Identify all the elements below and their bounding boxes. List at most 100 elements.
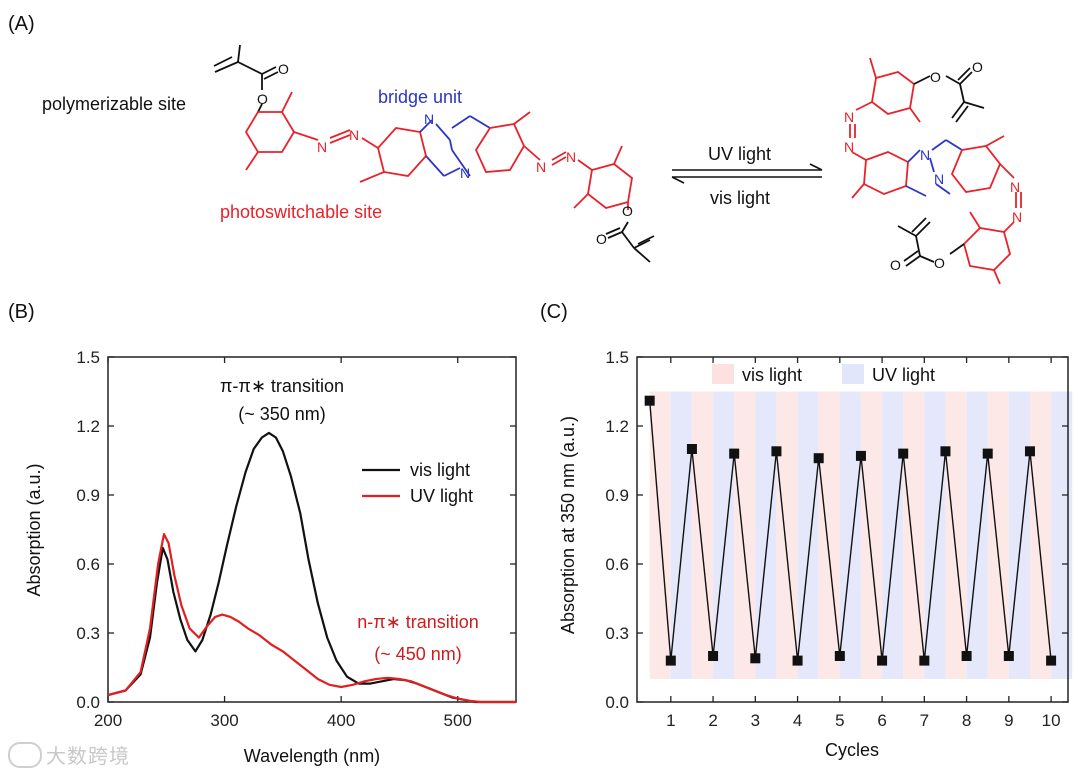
equilibrium-arrows <box>671 163 823 184</box>
atom-N-left-2: N <box>349 127 359 143</box>
atom-O-cis-bottom-ester: O <box>934 255 945 271</box>
data-point <box>792 655 803 666</box>
x-axis-title-b: Wavelength (nm) <box>244 746 380 766</box>
data-point <box>855 450 866 461</box>
panel-label-a: (A) <box>8 13 35 35</box>
data-point <box>940 446 951 457</box>
data-point <box>750 653 761 664</box>
atom-N-cis-3: N <box>1010 179 1020 195</box>
annotation-pi-pi-line2: (~ 350 nm) <box>238 404 326 424</box>
atom-N-right-1: N <box>536 159 546 175</box>
legend-swatch-uv-band <box>842 364 864 384</box>
label-photoswitchable-site: photoswitchable site <box>220 202 382 222</box>
legend-label-uv-band: UV light <box>872 365 935 385</box>
annotation-pi-pi-line1: π-π∗ transition <box>220 376 344 396</box>
band-uv <box>966 391 988 679</box>
x-tick-label: 6 <box>877 711 886 730</box>
data-point <box>919 655 930 666</box>
data-point <box>729 448 740 459</box>
watermark-logo-icon <box>8 741 42 768</box>
atom-N-left-1: N <box>317 139 327 155</box>
x-axis-c: 1 2 3 4 5 6 7 8 9 10 <box>666 357 1061 730</box>
x-axis-b: 200 300 400 500 <box>94 357 472 730</box>
y-tick-label: 0.3 <box>76 624 100 643</box>
atom-N-bridge-1: N <box>424 111 434 127</box>
chart-absorption-spectra: 0.0 0.3 0.6 0.9 1.2 1.5 200 300 400 500 Waveleng… <box>24 348 517 766</box>
series-group-c <box>644 395 1057 666</box>
y-tick-label: 0.9 <box>76 486 100 505</box>
data-point <box>771 446 782 457</box>
data-point <box>898 448 909 459</box>
legend-label-vis: vis light <box>410 460 470 480</box>
x-tick-label: 2 <box>708 711 717 730</box>
band-vis <box>818 391 840 679</box>
atom-O-left-carbonyl: O <box>278 61 289 77</box>
data-point <box>877 655 888 666</box>
series-line-absorption <box>649 400 1052 662</box>
band-vis <box>987 391 1009 679</box>
band-vis <box>945 391 967 679</box>
y-tick-label: 0.6 <box>76 555 100 574</box>
atom-O-cis-top-ester: O <box>930 69 941 85</box>
data-point <box>813 453 824 464</box>
legend-b: vis light UV light <box>362 460 473 506</box>
x-tick-label: 300 <box>210 711 238 730</box>
arrow-label-vis: vis light <box>710 188 770 208</box>
y-tick-label: 0.0 <box>76 693 100 712</box>
annotation-n-pi-line2: (~ 450 nm) <box>374 644 462 664</box>
atom-N-cis-4: N <box>1012 209 1022 225</box>
x-tick-label: 9 <box>1004 711 1013 730</box>
band-vis <box>691 391 714 679</box>
plot-frame-b <box>107 356 517 703</box>
atom-N-right-2: N <box>566 149 576 165</box>
data-point <box>961 651 972 661</box>
atom-O-right-ester: O <box>622 203 633 219</box>
atom-O-left-ester: O <box>257 91 268 107</box>
watermark: 大数跨境 <box>8 740 130 769</box>
data-point <box>1024 446 1035 457</box>
y-tick-label: 1.2 <box>605 417 629 436</box>
x-tick-label: 400 <box>327 711 355 730</box>
y-tick-label: 0.6 <box>605 555 629 574</box>
y-tick-label: 0.9 <box>605 486 629 505</box>
panel-label-b: (B) <box>8 301 35 323</box>
data-point <box>1046 655 1057 666</box>
y-axis-title-b: Absorption (a.u.) <box>24 463 44 596</box>
plot-frame-c <box>636 356 1069 703</box>
y-tick-label: 0.3 <box>605 624 629 643</box>
y-axis-b: 0.0 0.3 0.6 0.9 1.2 1.5 <box>76 348 516 712</box>
chart-cycling: 0.0 0.3 0.6 0.9 1.2 1.5 1 2 3 4 5 6 7 8 9 10 Cycles Ab… <box>558 348 1073 760</box>
label-polymerizable-site: polymerizable site <box>42 94 186 114</box>
legend-label-uv: UV light <box>410 486 473 506</box>
band-uv <box>1051 391 1073 679</box>
series-line-uv-light <box>107 532 516 704</box>
molecule-left: O O N N <box>213 44 655 263</box>
arrow-label-uv: UV light <box>708 144 771 164</box>
panel-label-c: (C) <box>540 301 568 323</box>
y-axis-c: 0.0 0.3 0.6 0.9 1.2 1.5 <box>605 348 1068 712</box>
y-axis-title-c: Absorption at 350 nm (a.u.) <box>558 416 578 634</box>
atom-N-cis-bridge-1: N <box>920 147 930 163</box>
x-tick-label: 500 <box>444 711 472 730</box>
x-tick-label: 5 <box>835 711 844 730</box>
data-point <box>665 655 676 666</box>
atom-N-cis-bridge-2: N <box>934 171 944 187</box>
x-tick-label: 200 <box>94 711 122 730</box>
x-tick-label: 1 <box>666 711 675 730</box>
band-uv <box>1008 391 1030 679</box>
x-tick-label: 4 <box>793 711 802 730</box>
data-point <box>708 651 719 661</box>
band-uv <box>755 391 777 679</box>
atom-O-right-carbonyl: O <box>596 231 607 247</box>
atom-N-cis-2: N <box>844 139 854 155</box>
band-uv <box>713 391 735 679</box>
band-uv <box>839 391 861 679</box>
chemical-scheme: O O N N <box>42 44 1022 285</box>
y-tick-label: 0.0 <box>605 693 629 712</box>
legend-label-vis-band: vis light <box>742 365 802 385</box>
watermark-text: 大数跨境 <box>46 744 130 768</box>
atom-N-cis-1: N <box>844 109 854 125</box>
x-tick-label: 10 <box>1042 711 1061 730</box>
series-group-b <box>107 431 516 704</box>
